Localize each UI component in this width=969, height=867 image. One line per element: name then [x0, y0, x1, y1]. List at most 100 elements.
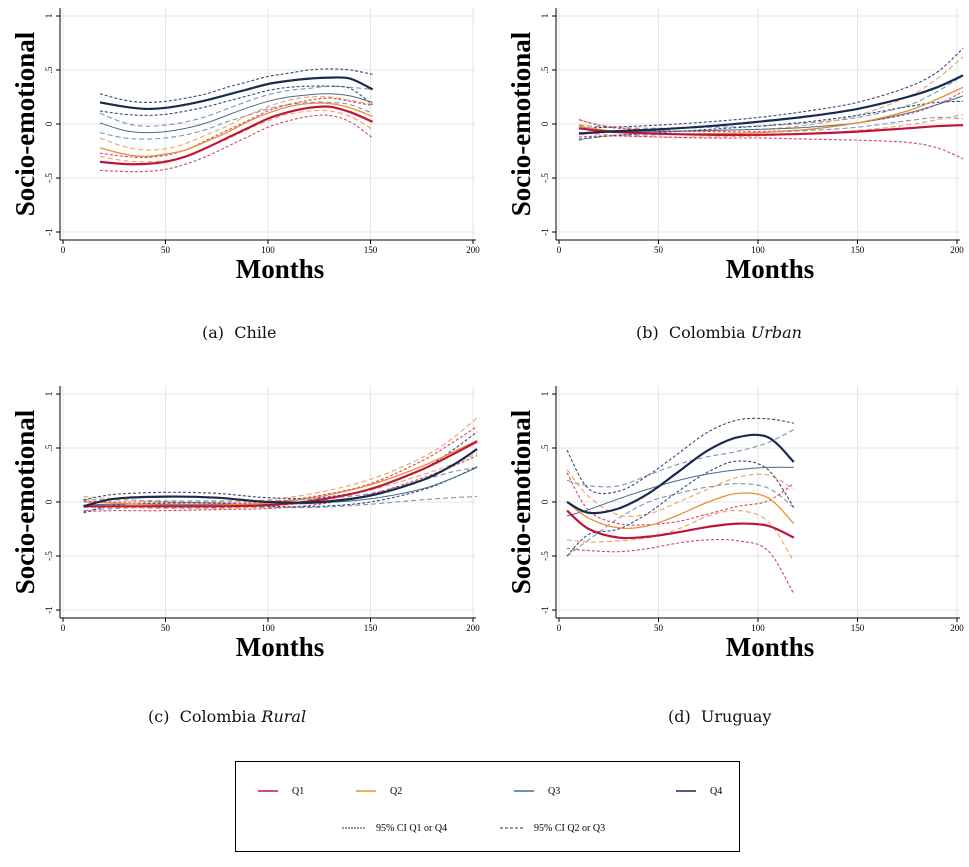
- y-tick-label: -.5: [540, 551, 550, 561]
- x-tick-label: 100: [261, 245, 275, 255]
- series-line-q3: [99, 93, 373, 134]
- x-tick-label: 0: [557, 623, 562, 633]
- y-tick-label: 1: [540, 392, 550, 397]
- x-tick-label: 50: [161, 245, 171, 255]
- series-line-q1: [578, 124, 964, 137]
- series-line-q2: [566, 492, 795, 530]
- ci-line-q2-upper: [578, 56, 964, 132]
- x-tick-label: 100: [261, 623, 275, 633]
- ci-line-q2-upper: [83, 417, 478, 503]
- y-tick-label: -.5: [44, 173, 54, 183]
- y-tick-label: .5: [540, 444, 550, 451]
- y-axis-title: Socio-emotional: [506, 31, 536, 216]
- ci-line-q3-lower: [566, 483, 795, 557]
- ci-lines: [99, 68, 373, 173]
- ci-line-q1-lower: [566, 538, 795, 595]
- series-line-q1: [99, 105, 374, 166]
- legend-ci-label: 95% CI Q1 or Q4: [376, 823, 447, 834]
- chart-panel-colombia-urban: 0 50 100 150 200 -1 -.5 0 .5 1 Months Socio-emotion…: [506, 8, 964, 284]
- legend-box: [235, 761, 740, 852]
- caption-uruguay: (d) Uruguay: [668, 707, 772, 726]
- ci-line-q3-upper: [566, 429, 795, 488]
- y-tick-label: 0: [44, 499, 54, 504]
- x-tick-label: 0: [557, 245, 562, 255]
- ci-line-q3-lower: [83, 496, 478, 512]
- ci-line-q4-upper: [99, 68, 373, 103]
- ci-line-q4-lower: [578, 100, 964, 140]
- series-line-q4: [99, 76, 374, 111]
- y-tick-label: 0: [44, 121, 54, 126]
- ci-line-q1-lower: [578, 135, 964, 160]
- x-tick-label: 150: [851, 623, 865, 633]
- ci-line-q2-upper: [566, 469, 795, 517]
- y-tick-label: -.5: [540, 173, 550, 183]
- x-tick-label: 150: [364, 623, 378, 633]
- x-tick-label: 50: [654, 245, 664, 255]
- caption-colombia-rural: (c) Colombia Rural: [148, 707, 307, 726]
- ci-line-q4-upper: [83, 431, 478, 501]
- gridlines: [556, 8, 960, 240]
- y-tick-label: -1: [540, 228, 550, 236]
- y-axis-title: Socio-emotional: [10, 31, 40, 216]
- ci-line-q3-lower: [99, 101, 373, 140]
- gridlines: [556, 386, 960, 618]
- ci-line-q4-lower: [566, 460, 795, 557]
- x-tick-label: 150: [851, 245, 865, 255]
- x-axis-title: Months: [236, 254, 325, 284]
- ci-line-q2-lower: [566, 509, 795, 562]
- mean-lines: [99, 76, 374, 166]
- x-tick-label: 200: [466, 245, 480, 255]
- legend-label-q3: Q3: [548, 786, 560, 797]
- y-tick-label: .5: [540, 66, 550, 73]
- mean-lines: [83, 439, 478, 508]
- y-axis-title: Socio-emotional: [506, 409, 536, 594]
- legend-label-q4: Q4: [710, 786, 722, 797]
- legend-items: Q1 Q2 Q3 Q4 95% CI Q1 or Q4 95% CI Q2 or Q3: [258, 786, 722, 834]
- x-tick-label: 0: [61, 245, 66, 255]
- y-tick-label: -1: [44, 606, 54, 614]
- y-tick-label: -.5: [44, 551, 54, 561]
- series-line-q3: [566, 466, 794, 517]
- ci-line-q4-upper: [578, 47, 964, 129]
- legend-label-q2: Q2: [390, 786, 402, 797]
- series-line-q4: [566, 433, 795, 515]
- gridlines: [60, 8, 476, 240]
- y-tick-label: 0: [540, 121, 550, 126]
- legend-ci-label: 95% CI Q2 or Q3: [534, 823, 605, 834]
- caption-chile: (a) Chile: [202, 323, 277, 342]
- y-tick-label: -1: [540, 606, 550, 614]
- ci-lines: [566, 417, 795, 595]
- legend-label-q1: Q1: [292, 786, 304, 797]
- series-line-q4: [578, 74, 964, 135]
- series-line-q2: [99, 102, 373, 158]
- x-tick-label: 150: [364, 245, 378, 255]
- y-tick-label: 1: [44, 392, 54, 397]
- y-axis-title: Socio-emotional: [10, 409, 40, 594]
- x-axis-title: Months: [236, 632, 325, 662]
- x-tick-label: 200: [950, 245, 964, 255]
- mean-lines: [578, 74, 964, 137]
- series-line-q2: [83, 439, 478, 507]
- chart-panel-uruguay: 0 50 100 150 200 -1 -.5 0 .5 1 Months Socio-emotion…: [506, 386, 964, 662]
- y-tick-label: 0: [540, 499, 550, 504]
- y-tick-label: 1: [44, 14, 54, 19]
- ci-line-q1-upper: [566, 472, 795, 526]
- ci-line-q3-upper: [578, 74, 964, 129]
- x-tick-label: 0: [61, 623, 66, 633]
- y-tick-label: -1: [44, 228, 54, 236]
- chart-panel-chile: 0 50 100 150 200 -1 -.5 0 .5 1 Months Socio-emotion…: [10, 8, 480, 284]
- x-tick-label: 50: [161, 623, 171, 633]
- x-tick-label: 200: [950, 623, 964, 633]
- ci-line-q1-upper: [99, 97, 373, 159]
- ci-line-q1-upper: [83, 425, 478, 504]
- x-tick-label: 200: [466, 623, 480, 633]
- ci-line-q2-upper: [99, 96, 373, 151]
- x-axis-title: Months: [726, 254, 815, 284]
- y-tick-label: .5: [44, 444, 54, 451]
- mean-lines: [566, 433, 795, 540]
- x-tick-label: 50: [654, 623, 664, 633]
- series-line-q4: [83, 448, 478, 508]
- x-axis-title: Months: [726, 632, 815, 662]
- ci-line-q4-lower: [99, 85, 373, 116]
- ci-line-q1-lower: [99, 114, 373, 173]
